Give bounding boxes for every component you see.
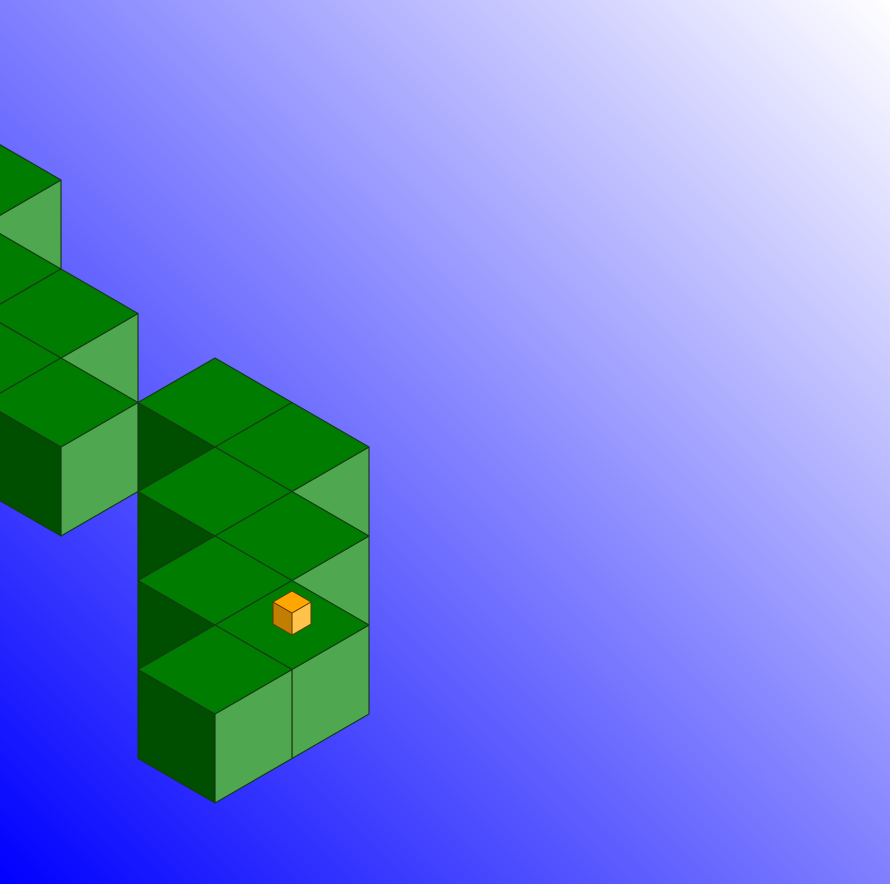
player-top-face (272, 590, 312, 614)
player-cube (272, 590, 312, 636)
path-tiles (0, 144, 370, 804)
path-tile (0, 357, 139, 537)
tile-top-face (137, 624, 293, 715)
path-tile (137, 624, 293, 804)
tile-top-face (0, 357, 139, 448)
tile-top-face (0, 144, 62, 216)
